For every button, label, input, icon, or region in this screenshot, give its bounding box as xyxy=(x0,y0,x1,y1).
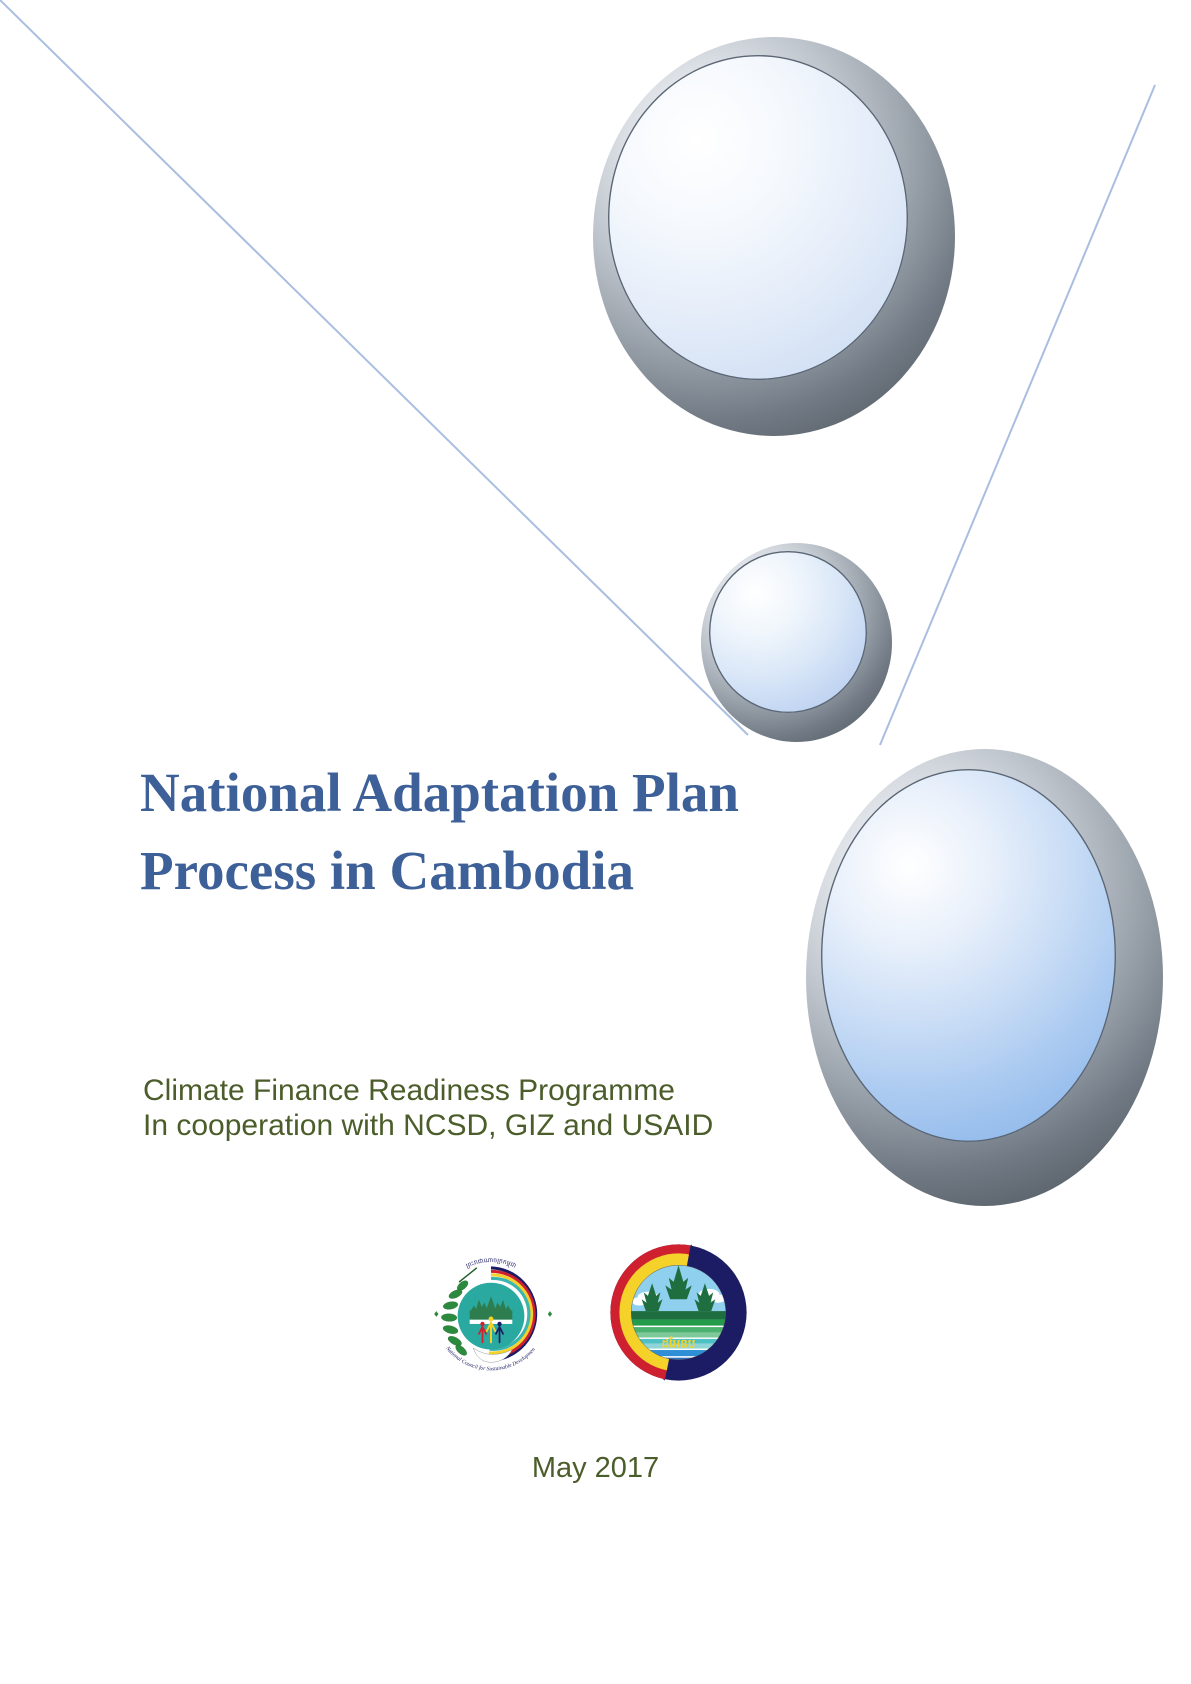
svg-text:ដអែនប: ដអែនប xyxy=(662,1335,696,1350)
